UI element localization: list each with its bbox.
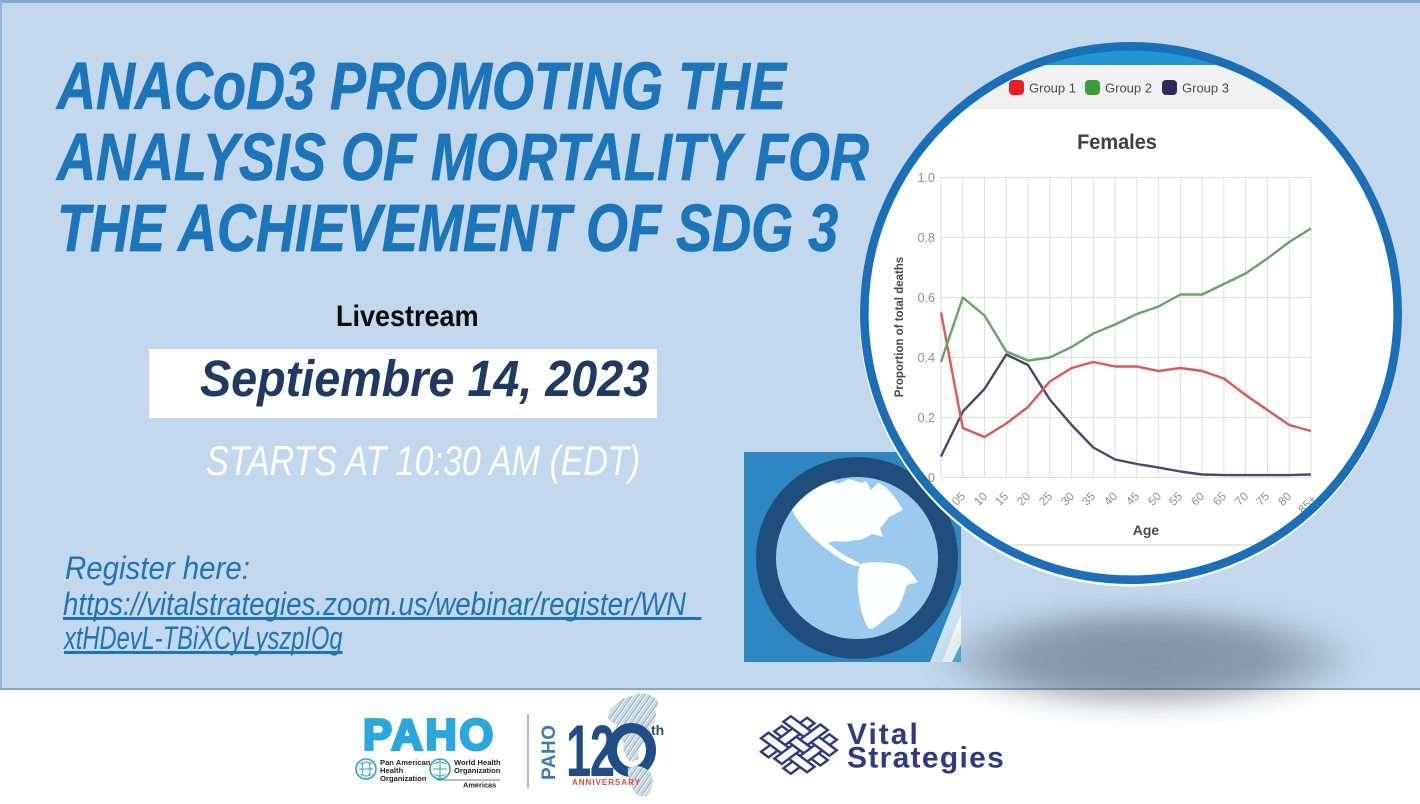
svg-text:Organization: Organization [454, 766, 501, 775]
svg-text:Americas: Americas [463, 781, 496, 790]
svg-text:ANNIVERSARY: ANNIVERSARY [572, 778, 641, 787]
svg-text:12: 12 [566, 710, 614, 792]
svg-text:Organization: Organization [380, 774, 427, 783]
svg-text:0.2: 0.2 [918, 411, 935, 425]
svg-text:Group 2: Group 2 [1105, 81, 1152, 96]
svg-text:PAHO: PAHO [539, 725, 560, 780]
svg-text:Vital: Vital [847, 718, 920, 751]
svg-text:World Health: World Health [454, 758, 501, 767]
svg-text:0: 0 [928, 471, 935, 485]
svg-text:Group 1: Group 1 [1029, 81, 1076, 96]
svg-text:Health: Health [380, 766, 404, 775]
svg-text:1.0: 1.0 [918, 171, 935, 185]
svg-text:Pan American: Pan American [380, 758, 431, 767]
svg-text:Age: Age [1133, 522, 1160, 538]
svg-text:Proportion of total deaths: Proportion of total deaths [894, 257, 906, 398]
svg-text:0.8: 0.8 [918, 231, 935, 245]
svg-text:0.6: 0.6 [918, 291, 935, 305]
svg-text:Females: Females [1077, 131, 1157, 155]
svg-text:PAHO: PAHO [363, 712, 496, 760]
svg-text:0.4: 0.4 [918, 351, 935, 365]
svg-text:Group 3: Group 3 [1182, 81, 1229, 96]
svg-text:th: th [651, 722, 664, 738]
svg-text:Strategies: Strategies [847, 742, 1005, 775]
